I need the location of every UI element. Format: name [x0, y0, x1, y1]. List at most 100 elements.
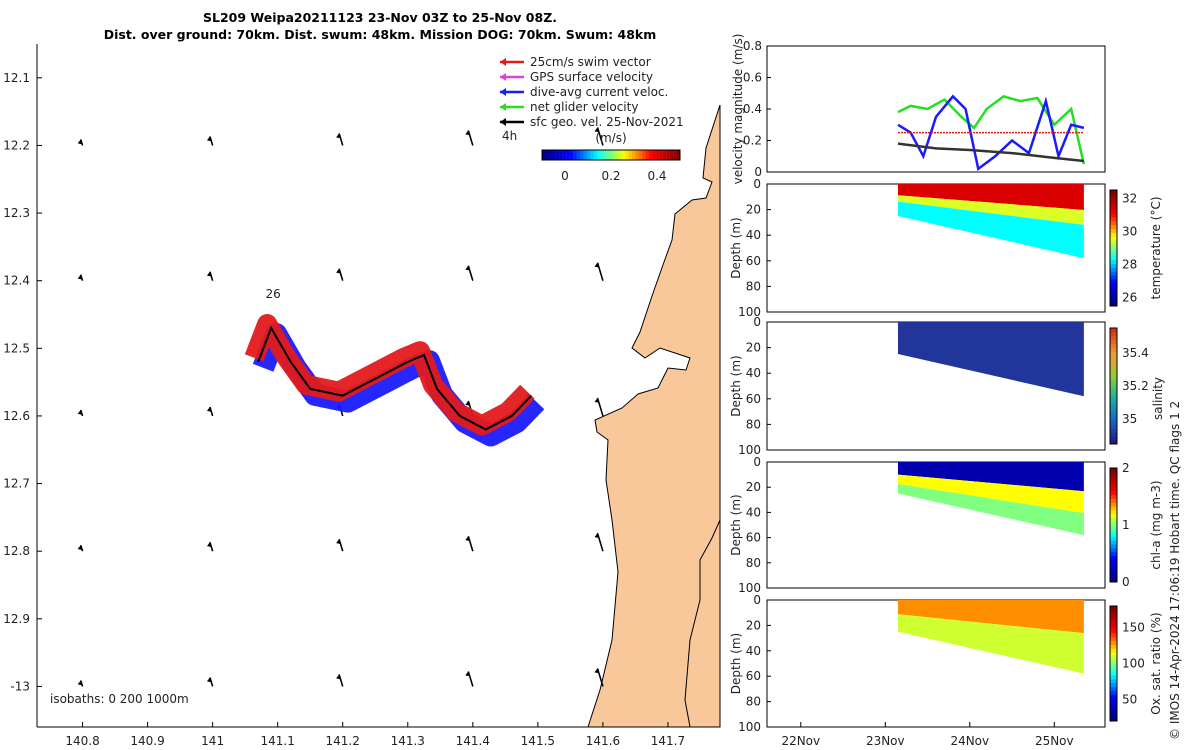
sfc-vector-head [206, 271, 212, 277]
salinity-colorbar-segment [1110, 405, 1117, 410]
colorbar-segment [569, 150, 574, 160]
temperature-colorbar-segment [1110, 271, 1117, 276]
salinity-colorbar-segment [1110, 416, 1117, 422]
temperature-ytick-label: 40 [746, 228, 761, 242]
velocity-ytick-label: 0.8 [743, 39, 762, 53]
salinity-colorbar-segment [1110, 351, 1117, 356]
salinity-colorbar-segment [1110, 386, 1117, 391]
legend-label: sfc geo. vel. 25-Nov-2021 [530, 115, 684, 129]
colorbar-segment [624, 150, 629, 160]
temperature-ytick-label: 60 [746, 254, 761, 268]
temperature-colorbar-segment [1110, 267, 1117, 272]
velocity-ytick-label: 0.6 [743, 71, 762, 85]
sfc-vector-head [206, 406, 212, 412]
chl-a-colorbar-segment [1110, 468, 1117, 473]
legend-arrowhead [500, 58, 506, 66]
oxygen-colorbar-segment [1110, 621, 1117, 626]
salinity-colorbar-segment [1110, 362, 1117, 368]
sfc-vector-head [465, 671, 471, 677]
colorbar-segment [642, 150, 646, 160]
chl-a-cbar-label: chl-a (mg m-3) [1149, 480, 1163, 569]
temperature-ylabel: Depth (m) [729, 217, 743, 278]
temperature-colorbar-segment [1110, 209, 1117, 214]
oxygen-colorbar-tick-label: 100 [1122, 657, 1145, 671]
colorbar-segment [555, 150, 560, 160]
colorbar-segment [545, 150, 550, 160]
sfc-vector-head [336, 133, 342, 139]
temperature-colorbar-tick-label: 28 [1122, 258, 1137, 272]
map-xtick-label: 141.7 [651, 734, 685, 748]
temperature-colorbar-segment [1110, 244, 1117, 249]
salinity-colorbar-segment [1110, 401, 1117, 406]
legend-label: dive-avg current veloc. [530, 85, 668, 99]
chl-a-colorbar-segment [1110, 506, 1117, 511]
salinity-colorbar-segment [1110, 347, 1117, 352]
oxygen-colorbar-frame [1109, 605, 1118, 722]
salinity-colorbar-segment [1110, 436, 1117, 441]
date-xtick-label: 24Nov [950, 734, 989, 748]
map-ytick-label: 12.6 [3, 409, 30, 423]
temperature-colorbar-segment [1110, 290, 1117, 295]
date-xtick-label: 23Nov [866, 734, 905, 748]
colorbar-unit-label: (m/s) [595, 131, 626, 145]
oxygen-colorbar-segment [1110, 690, 1117, 695]
legend-arrowhead [500, 103, 506, 111]
oxygen-data-layer [897, 600, 1084, 634]
chl-a-colorbar-segment [1110, 487, 1117, 492]
salinity-colorbar-segment [1110, 393, 1117, 399]
oxygen-colorbar-segment [1110, 648, 1117, 653]
velocity-ytick-label: 0.2 [743, 134, 762, 148]
chl-a-colorbar-segment [1110, 471, 1117, 477]
oxygen-colorbar-tick-label: 150 [1122, 621, 1145, 635]
oxygen-colorbar-segment [1110, 609, 1117, 615]
sfc-vector-head [594, 397, 600, 403]
velocity-series-line [897, 94, 1085, 172]
colorbar-segment [611, 150, 615, 160]
chl-a-colorbar-segment [1110, 528, 1117, 534]
salinity-ytick-label: 0 [753, 315, 761, 329]
oxygen-colorbar-segment [1110, 606, 1117, 611]
chl-a-colorbar-tick-label: 0 [1122, 575, 1130, 589]
sfc-vector-head [206, 542, 212, 548]
sfc-vector-head [594, 127, 600, 133]
temperature-ytick-label: 20 [746, 203, 761, 217]
sfc-vector-head [465, 265, 471, 271]
salinity-ytick-label: 100 [738, 443, 761, 457]
colorbar-segment [576, 150, 581, 160]
swim-vector-ribbon [244, 314, 535, 436]
chl-a-colorbar-tick-label: 2 [1122, 461, 1130, 475]
temperature-colorbar-segment [1110, 193, 1117, 199]
chl-a-colorbar-segment [1110, 574, 1117, 579]
chl-a-colorbar-segment [1110, 563, 1117, 568]
chl-a-colorbar-frame [1109, 467, 1118, 583]
chl-a-colorbar-segment [1110, 578, 1117, 583]
chl-a-colorbar-segment [1110, 551, 1117, 556]
chl-a-colorbar-segment [1110, 513, 1117, 518]
oxygen-ytick-label: 40 [746, 644, 761, 658]
oxygen-ytick-label: 80 [746, 695, 761, 709]
salinity-colorbar-segment [1110, 428, 1117, 433]
oxygen-colorbar-segment [1110, 613, 1117, 618]
temperature-colorbar-segment [1110, 190, 1117, 195]
oxygen-colorbar-segment [1110, 636, 1117, 641]
chl-a-ylabel: Depth (m) [729, 494, 743, 555]
sfc-vector-head [465, 536, 471, 542]
sfc-vector-head [206, 136, 212, 142]
sfc-vector-head [77, 139, 83, 145]
colorbar-segment [673, 150, 677, 160]
salinity-colorbar-segment [1110, 389, 1117, 395]
oxygen-colorbar-segment [1110, 698, 1117, 703]
oxygen-ytick-label: 20 [746, 618, 761, 632]
salinity-colorbar-segment [1110, 374, 1117, 379]
land-mass [587, 104, 721, 728]
sfc-vector-head [77, 274, 83, 280]
colorbar-segment [593, 150, 598, 160]
salinity-colorbar-segment [1110, 328, 1117, 333]
temperature-colorbar-segment [1110, 217, 1117, 222]
date-xtick-label: 25Nov [1035, 734, 1074, 748]
legend-label: 25cm/s swim vector [530, 55, 651, 69]
salinity-colorbar-tick-label: 35.4 [1122, 346, 1149, 360]
oxygen-colorbar-segment [1110, 717, 1117, 722]
temperature-colorbar-frame [1109, 189, 1118, 307]
chl-a-colorbar-segment [1110, 479, 1117, 484]
